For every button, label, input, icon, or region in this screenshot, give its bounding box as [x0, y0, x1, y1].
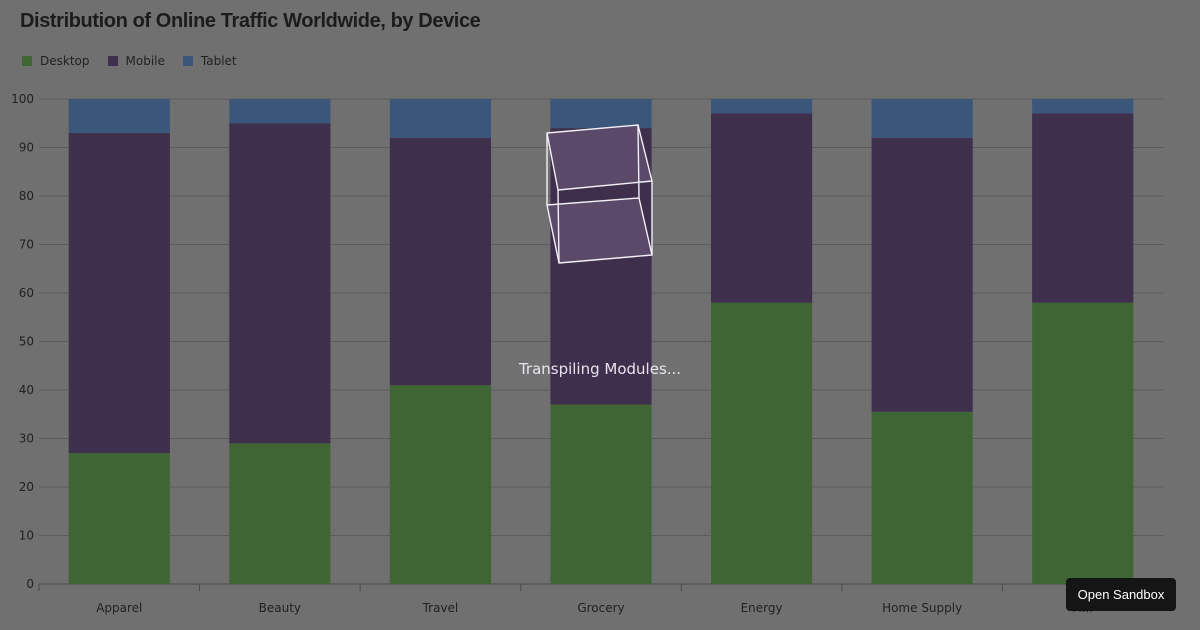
bar-tablet-fi-[interactable] [1032, 99, 1134, 114]
x-tick-label: Energy [741, 601, 783, 615]
bar-desktop-grocery[interactable] [550, 404, 652, 584]
bar-tablet-beauty[interactable] [229, 99, 331, 124]
bar-mobile-energy[interactable] [710, 113, 813, 303]
bar-tablet-travel[interactable] [389, 99, 492, 138]
bar-desktop-home-supply[interactable] [871, 411, 973, 584]
bar-mobile-home-supply[interactable] [871, 137, 973, 412]
legend-label-tablet: Tablet [200, 54, 237, 68]
x-tick-label: Travel [422, 601, 459, 615]
bar-desktop-apparel[interactable] [68, 453, 170, 584]
y-tick-label: 90 [19, 141, 34, 155]
y-tick-label: 0 [26, 577, 34, 591]
bar-tablet-grocery[interactable] [550, 99, 652, 129]
bar-tablet-energy[interactable] [710, 99, 813, 114]
bar-desktop-fi-[interactable] [1032, 302, 1134, 584]
y-tick-label: 100 [11, 92, 34, 106]
bar-desktop-beauty[interactable] [229, 443, 331, 584]
y-tick-label: 10 [19, 529, 34, 543]
x-tick-label: Grocery [577, 601, 624, 615]
legend-item-mobile[interactable]: Mobile [107, 54, 165, 68]
x-tick-label: Beauty [259, 601, 301, 615]
open-sandbox-button[interactable]: Open Sandbox [1066, 578, 1176, 611]
y-tick-label: 30 [19, 432, 34, 446]
x-tick-label: Home Supply [882, 601, 962, 615]
chart-title: Distribution of Online Traffic Worldwide… [20, 10, 481, 32]
legend-swatch-desktop [22, 56, 32, 66]
y-tick-label: 60 [19, 286, 34, 300]
bar-mobile-beauty[interactable] [229, 123, 331, 444]
bar-mobile-grocery[interactable] [550, 128, 652, 405]
bar-desktop-travel[interactable] [389, 385, 492, 584]
legend-label-mobile: Mobile [125, 54, 165, 68]
legend-item-desktop[interactable]: Desktop [22, 54, 90, 68]
y-tick-label: 40 [19, 383, 34, 397]
bar-tablet-home-supply[interactable] [871, 99, 973, 138]
legend-label-desktop: Desktop [40, 54, 90, 68]
legend-swatch-mobile [107, 56, 118, 66]
bar-tablet-apparel[interactable] [68, 99, 170, 133]
x-tick-label: Apparel [96, 601, 142, 615]
y-tick-label: 80 [19, 189, 34, 203]
legend-swatch-tablet [182, 56, 193, 66]
y-tick-label: 20 [19, 480, 34, 494]
bar-mobile-apparel[interactable] [68, 132, 170, 454]
legend-item-tablet[interactable]: Tablet [182, 54, 237, 68]
bar-mobile-fi-[interactable] [1032, 113, 1134, 303]
bar-desktop-energy[interactable] [710, 302, 813, 584]
y-tick-label: 50 [19, 335, 34, 349]
legend: Desktop Mobile Tablet [22, 54, 237, 68]
y-tick-label: 70 [19, 238, 34, 252]
bar-mobile-travel[interactable] [389, 137, 492, 386]
